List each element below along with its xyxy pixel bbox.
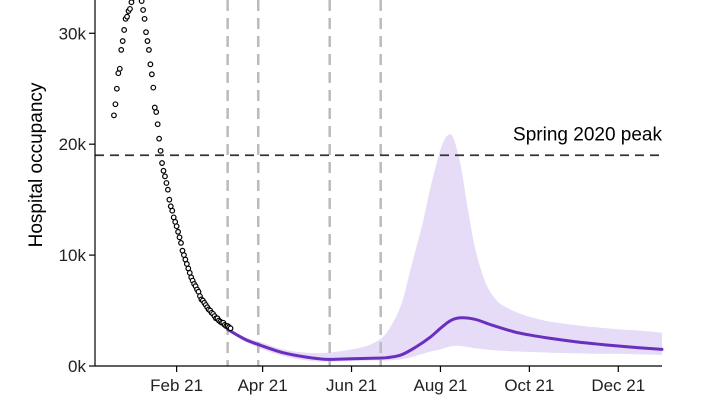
- observed-point: [173, 223, 180, 230]
- observed-point: [146, 47, 152, 53]
- y-tick-label: 30k: [59, 24, 87, 43]
- y-tick-label: 10k: [59, 246, 87, 265]
- y-tick-label: 20k: [59, 135, 87, 154]
- observed-point: [140, 7, 147, 13]
- observed-point: [162, 173, 168, 180]
- x-ticks: Feb 21 Apr 21 Jun 21 Aug 21 Oct 21 Dec 21: [150, 366, 645, 395]
- observed-point: [148, 71, 155, 78]
- observed-point: [166, 196, 173, 203]
- observed-point: [127, 5, 133, 12]
- y-axis-title: Hospital occupancy: [26, 82, 47, 247]
- observed-point: [111, 112, 117, 119]
- observed-point: [147, 61, 154, 68]
- observed-point: [124, 13, 130, 20]
- observed-point: [227, 325, 234, 332]
- reference-line-layer: Spring 2020 peak: [95, 124, 662, 157]
- observed-point: [138, 0, 145, 5]
- observed-point: [153, 109, 160, 115]
- observed-point: [143, 29, 149, 36]
- observed-point: [176, 234, 183, 241]
- observed-point: [164, 186, 171, 193]
- x-tick-label: Aug 21: [414, 376, 468, 395]
- observed-point: [159, 160, 165, 166]
- uncertainty-band: [227, 134, 662, 362]
- observed-point: [112, 101, 119, 108]
- observed-point: [169, 207, 176, 214]
- x-tick-label: Oct 21: [504, 376, 554, 395]
- observed-point: [163, 180, 170, 186]
- y-tick-label: 0k: [68, 357, 86, 376]
- observed-point: [156, 135, 163, 142]
- observed-point: [144, 38, 151, 44]
- observed-point: [118, 47, 125, 53]
- x-tick-label: Jun 21: [326, 376, 377, 395]
- observed-point: [119, 38, 126, 44]
- observed-point: [178, 239, 184, 246]
- observed-point: [160, 167, 167, 174]
- observed-point: [116, 65, 123, 72]
- observed-points-layer: [111, 0, 234, 332]
- projection-median-line: [226, 316, 664, 361]
- observed-point: [150, 84, 157, 91]
- y-ticks: 0k 10k 20k 30k: [59, 24, 95, 376]
- x-tick-label: Apr 21: [238, 376, 288, 395]
- observed-point: [175, 228, 181, 235]
- observed-point: [154, 121, 161, 128]
- spring-2020-peak-label: Spring 2020 peak: [513, 124, 662, 145]
- observed-point: [157, 147, 164, 154]
- x-tick-label: Dec 21: [591, 376, 645, 395]
- x-tick-label: Feb 21: [150, 376, 203, 395]
- observed-point: [121, 27, 128, 33]
- observed-point: [141, 15, 148, 22]
- projection-line-layer: [226, 316, 664, 361]
- observed-point: [113, 85, 120, 92]
- policy-lines-layer: [226, 0, 382, 366]
- uncertainty-band-layer: [227, 134, 662, 362]
- observed-point: [128, 0, 135, 6]
- axes: [94, 0, 662, 367]
